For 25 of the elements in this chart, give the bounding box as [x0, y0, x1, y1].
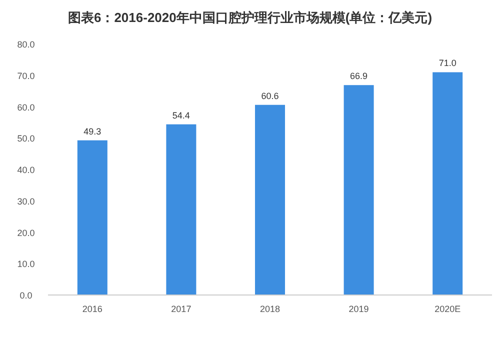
y-tick-label: 20.0 — [17, 228, 35, 238]
data-label: 54.4 — [172, 110, 190, 120]
bar — [166, 124, 196, 295]
x-tick-label: 2016 — [82, 304, 102, 314]
y-tick-label: 60.0 — [17, 102, 35, 112]
bar — [77, 140, 108, 295]
x-tick-label: 2017 — [171, 304, 192, 314]
chart-title: 图表6：2016-2020年中国口腔护理行业市场规模(单位：亿美元) — [68, 10, 432, 25]
x-tick-label: 2019 — [348, 304, 369, 314]
data-label: 49.3 — [84, 126, 102, 136]
y-tick-label: 40.0 — [17, 165, 35, 175]
y-tick-label: 70.0 — [17, 70, 35, 81]
x-tick-label: 2018 — [260, 304, 280, 314]
data-label: 71.0 — [438, 58, 456, 68]
y-tick-label: 80.0 — [17, 40, 35, 50]
y-tick-label: 0.0 — [20, 290, 32, 300]
x-tick-label: 2020E — [434, 304, 461, 314]
bar — [344, 85, 374, 295]
bar — [432, 72, 463, 295]
data-label: 66.9 — [350, 71, 368, 82]
data-label: 60.6 — [261, 90, 279, 101]
y-tick-label: 50.0 — [17, 134, 35, 144]
y-tick-label: 30.0 — [17, 196, 35, 206]
y-tick-label: 10.0 — [17, 259, 35, 270]
bar — [255, 104, 285, 295]
